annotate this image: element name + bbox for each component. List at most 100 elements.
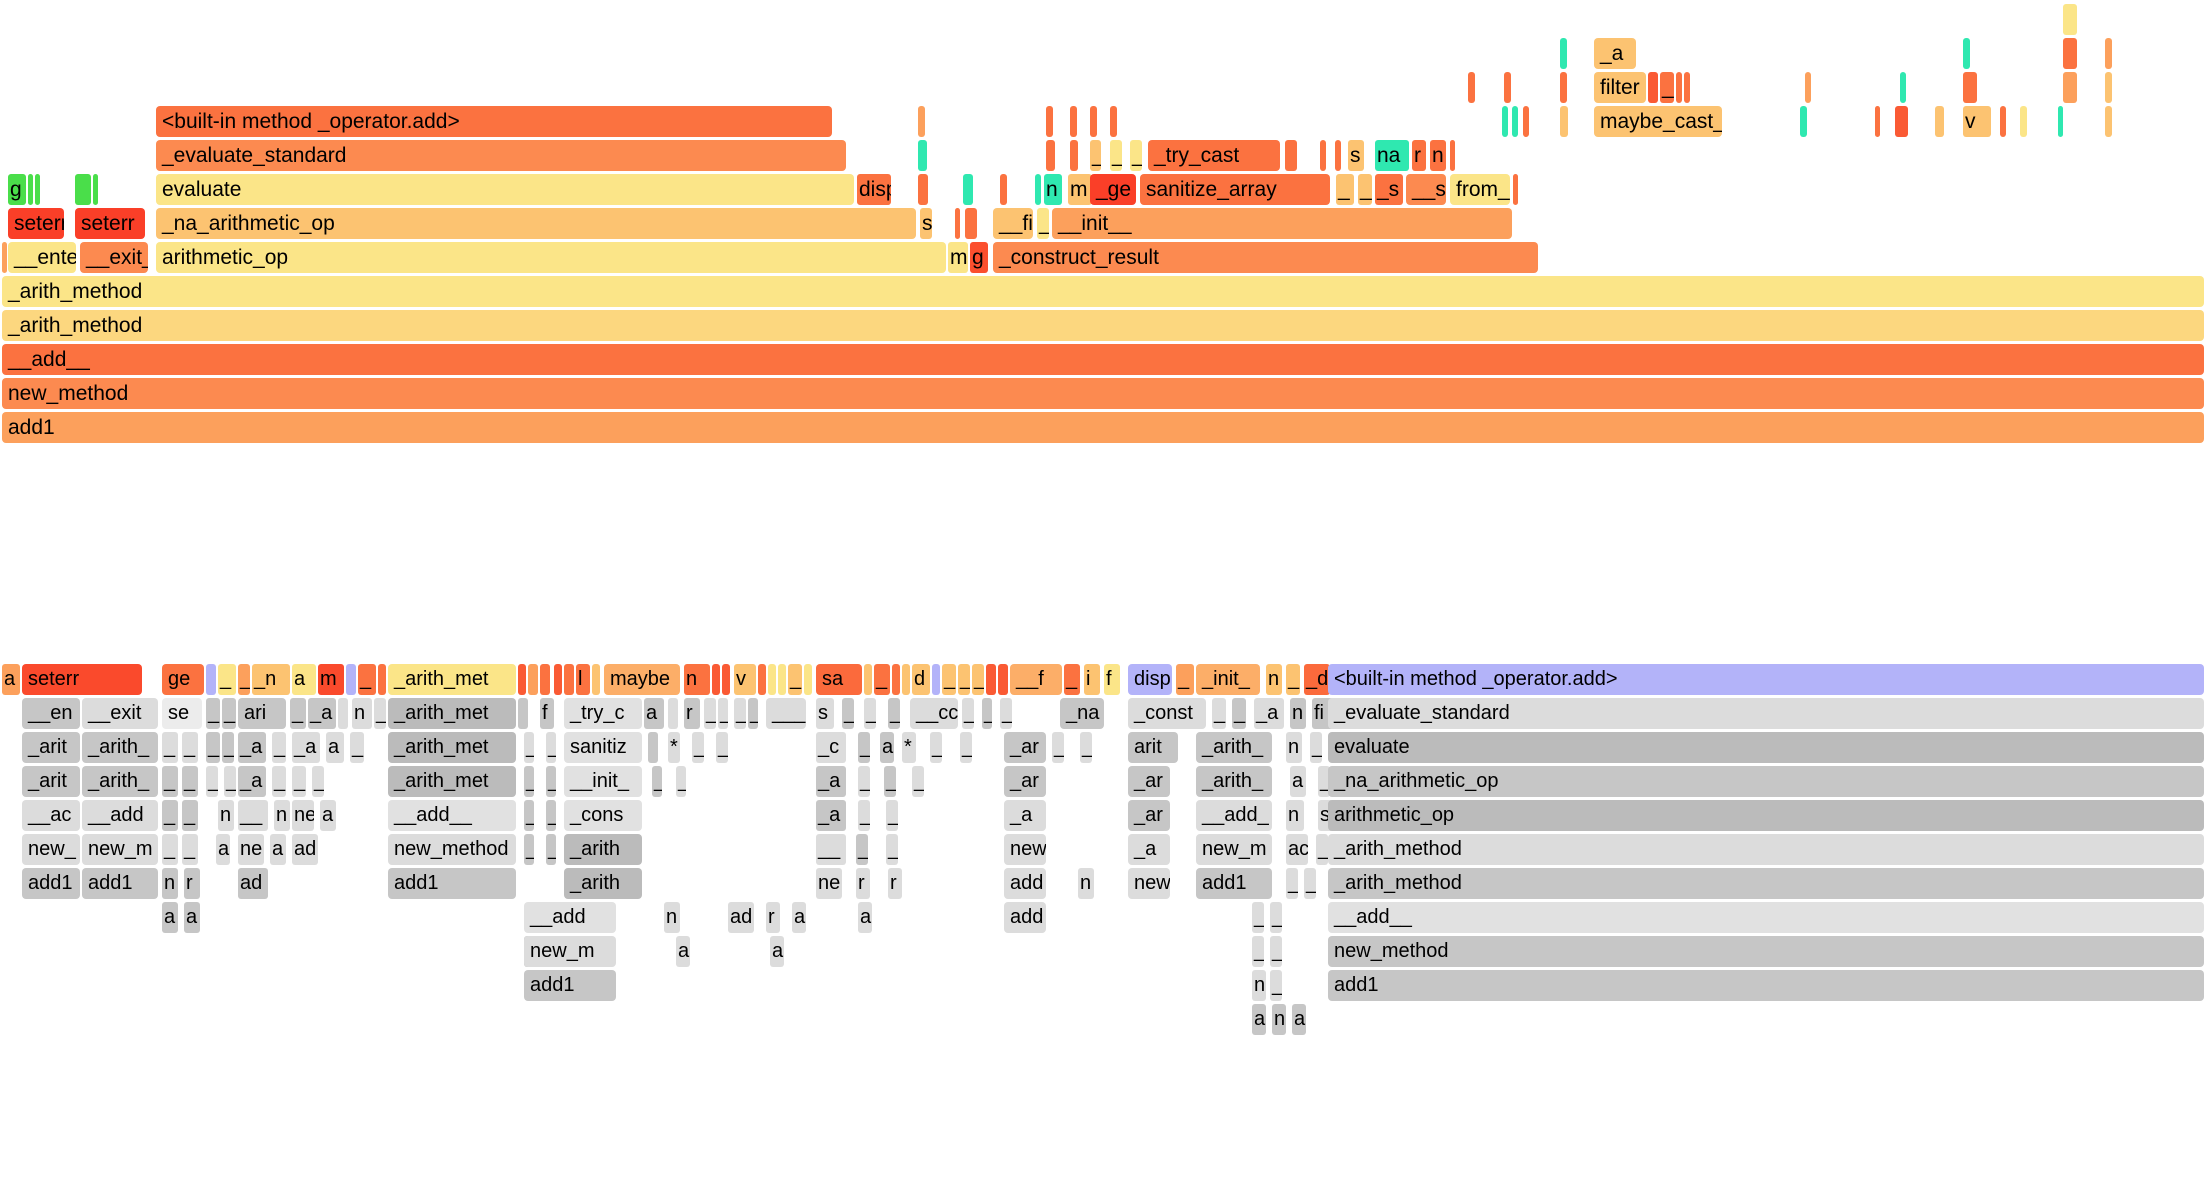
flame-frame[interactable]: _: [546, 800, 556, 831]
flame-frame[interactable]: __add__: [2, 344, 2204, 375]
flame-frame[interactable]: [2, 242, 7, 273]
flame-frame[interactable]: i: [1084, 664, 1100, 695]
flame-frame[interactable]: _: [718, 698, 728, 729]
flame-frame[interactable]: [768, 664, 776, 695]
flame-frame[interactable]: [554, 664, 562, 695]
flame-frame[interactable]: _try_c: [564, 698, 642, 729]
flame-frame[interactable]: _: [350, 732, 364, 763]
flame-frame[interactable]: [338, 698, 348, 729]
flame-frame[interactable]: _ar: [1128, 766, 1170, 797]
flame-frame[interactable]: _: [524, 766, 534, 797]
flame-frame[interactable]: _arith_met: [388, 698, 516, 729]
flame-frame[interactable]: _: [1064, 664, 1080, 695]
flame-frame[interactable]: __ac: [22, 800, 80, 831]
flame-frame[interactable]: [1875, 106, 1880, 137]
flame-frame[interactable]: add1: [388, 868, 516, 899]
flame-frame[interactable]: [1335, 140, 1341, 171]
flame-frame[interactable]: a: [270, 834, 286, 865]
flame-frame[interactable]: [75, 174, 91, 205]
flame-frame[interactable]: _: [206, 732, 220, 763]
flame-frame[interactable]: n: [1252, 970, 1266, 1001]
flame-frame[interactable]: _: [1080, 732, 1092, 763]
flame-frame[interactable]: sanitiz: [564, 732, 642, 763]
flame-frame[interactable]: _s: [1375, 174, 1403, 205]
flame-frame[interactable]: _arith: [564, 868, 642, 899]
flame-frame[interactable]: __add__: [1328, 902, 2204, 933]
flame-frame[interactable]: _: [1336, 174, 1354, 205]
flame-frame[interactable]: _: [676, 766, 686, 797]
flame-frame[interactable]: new_m: [1196, 834, 1272, 865]
lower-flame-graph[interactable]: aseterrge___nam__arith_metlmaybenv_sa_d_…: [0, 660, 2206, 1198]
flame-frame[interactable]: _a: [1594, 38, 1636, 69]
flame-frame[interactable]: _: [1286, 664, 1300, 695]
flame-frame[interactable]: ___: [766, 698, 806, 729]
flame-frame[interactable]: [1963, 38, 1970, 69]
flame-frame[interactable]: _: [788, 664, 802, 695]
flame-frame[interactable]: _: [930, 732, 942, 763]
flame-frame[interactable]: _: [960, 732, 972, 763]
flame-frame[interactable]: seterr: [22, 664, 142, 695]
flame-frame[interactable]: _: [1052, 732, 1064, 763]
flame-frame[interactable]: add1: [22, 868, 80, 899]
flame-frame[interactable]: _: [858, 732, 870, 763]
flame-frame[interactable]: [804, 664, 812, 695]
flame-frame[interactable]: [518, 664, 526, 695]
flame-frame[interactable]: [1502, 106, 1508, 137]
flame-frame[interactable]: _a: [292, 732, 320, 763]
flame-frame[interactable]: _: [222, 698, 236, 729]
flame-frame[interactable]: [1070, 140, 1078, 171]
flame-frame[interactable]: a: [292, 664, 316, 695]
flame-frame[interactable]: [1090, 106, 1097, 137]
flame-frame[interactable]: __enter: [8, 242, 76, 273]
flame-frame[interactable]: _: [1304, 868, 1316, 899]
flame-frame[interactable]: g: [8, 174, 26, 205]
flame-frame[interactable]: [1046, 140, 1055, 171]
flame-frame[interactable]: _: [206, 766, 218, 797]
flame-frame[interactable]: _evaluate_standard: [1328, 698, 2204, 729]
flame-frame[interactable]: _: [1000, 698, 1012, 729]
flame-frame[interactable]: m: [318, 664, 344, 695]
flame-frame[interactable]: _evaluate_standard: [156, 140, 846, 171]
flame-frame[interactable]: [1504, 72, 1511, 103]
flame-frame[interactable]: a: [184, 902, 200, 933]
flame-frame[interactable]: _: [238, 664, 250, 695]
flame-frame[interactable]: add: [1004, 902, 1046, 933]
flame-frame[interactable]: _: [162, 766, 178, 797]
flame-frame[interactable]: _: [524, 732, 534, 763]
flame-frame[interactable]: _: [312, 766, 324, 797]
flame-frame[interactable]: _a: [238, 732, 266, 763]
flame-frame[interactable]: n: [218, 800, 234, 831]
flame-frame[interactable]: _: [1660, 72, 1674, 103]
flame-frame[interactable]: evaluate: [156, 174, 854, 205]
flame-frame[interactable]: a: [216, 834, 230, 865]
flame-frame[interactable]: _: [888, 698, 900, 729]
flame-frame[interactable]: __fi: [993, 208, 1033, 239]
flame-frame[interactable]: new: [1128, 868, 1170, 899]
flame-frame[interactable]: _init_: [1196, 664, 1260, 695]
flame-frame[interactable]: _: [842, 698, 854, 729]
flame-frame[interactable]: a: [1252, 1004, 1266, 1035]
flame-frame[interactable]: m: [948, 242, 968, 273]
flame-frame[interactable]: a: [1292, 1004, 1306, 1035]
flame-frame[interactable]: a: [2, 664, 20, 695]
flame-frame[interactable]: f: [540, 698, 554, 729]
flame-frame[interactable]: [986, 664, 996, 695]
flame-frame[interactable]: [918, 140, 927, 171]
flame-frame[interactable]: [932, 664, 940, 695]
flame-frame[interactable]: add1: [1328, 970, 2204, 1001]
flame-frame[interactable]: r: [888, 868, 902, 899]
flame-frame[interactable]: __se: [1406, 174, 1446, 205]
flame-frame[interactable]: _: [886, 800, 898, 831]
flame-frame[interactable]: [35, 174, 40, 205]
flame-frame[interactable]: ne: [238, 834, 264, 865]
flame-frame[interactable]: __add_: [1196, 800, 1272, 831]
flame-frame[interactable]: _ar: [1004, 766, 1046, 797]
flame-frame[interactable]: n: [684, 664, 710, 695]
flame-frame[interactable]: v: [734, 664, 756, 695]
flame-frame[interactable]: ge: [162, 664, 204, 695]
flame-frame[interactable]: _: [162, 732, 178, 763]
flame-frame[interactable]: [28, 174, 33, 205]
flame-frame[interactable]: _: [290, 698, 306, 729]
flame-frame[interactable]: add1: [1196, 868, 1272, 899]
flame-frame[interactable]: s: [1348, 140, 1364, 171]
